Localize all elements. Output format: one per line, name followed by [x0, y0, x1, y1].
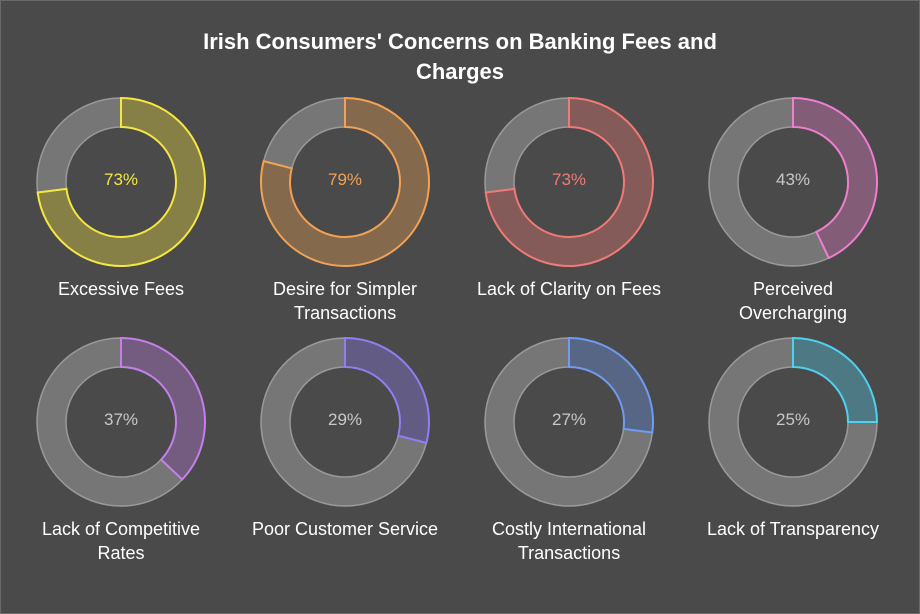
- donut-chart: [484, 96, 654, 267]
- donut-chart: [260, 96, 430, 267]
- donut-chart: [708, 336, 879, 507]
- percent-label: 79%: [327, 170, 363, 189]
- donut-value-arc: [568, 336, 654, 434]
- donut-tile: 73% Lack of Clarity on Fees: [457, 96, 681, 337]
- donut-tile: 29% Poor Customer Service: [233, 336, 457, 577]
- donut-track: [708, 337, 878, 507]
- percent-label: 73%: [551, 170, 587, 189]
- percent-label: 37%: [103, 410, 139, 429]
- chart-title: Irish Consumers' Concerns on Banking Fee…: [203, 29, 717, 84]
- donut-track: [484, 337, 654, 507]
- category-label: Lack of Transparency: [681, 517, 905, 541]
- donut-value-arc: [344, 336, 430, 445]
- donut-tile: 43% Perceived Overcharging: [681, 96, 905, 337]
- category-label-line: Desire for Simpler: [272, 279, 418, 299]
- category-label: Desire for Simpler Transactions: [233, 277, 457, 325]
- donut-value-arc: [792, 96, 878, 260]
- percent-label: 43%: [775, 170, 811, 189]
- percent-label: 73%: [103, 170, 139, 189]
- donut-value-arc: [120, 336, 206, 481]
- category-label-line: Rates: [97, 543, 145, 563]
- donut-value-arc: [484, 96, 654, 267]
- category-label: Poor Customer Service: [233, 517, 457, 541]
- percent-label: 29%: [327, 410, 363, 429]
- category-label-line: Poor Customer Service: [251, 519, 439, 539]
- percent-label: 25%: [775, 410, 811, 429]
- category-label: Excessive Fees: [9, 277, 233, 301]
- donut-value-arc: [36, 96, 206, 267]
- category-label-line: Transactions: [293, 303, 397, 323]
- donut-tile: 37% Lack of Competitive Rates: [9, 336, 233, 577]
- category-label-line: Lack of Competitive: [41, 519, 201, 539]
- donut-track: [708, 97, 830, 267]
- category-label: Lack of Competitive Rates: [9, 517, 233, 565]
- category-label: Perceived Overcharging: [681, 277, 905, 325]
- donut-chart: [36, 96, 206, 267]
- donut-chart: [484, 336, 654, 507]
- category-label-line: Lack of Transparency: [706, 519, 880, 539]
- donut-value-arc: [792, 336, 879, 423]
- percent-label: 27%: [551, 410, 587, 429]
- category-label: Costly International Transactions: [457, 517, 681, 565]
- donut-track: [262, 97, 346, 170]
- donut-value-arc: [260, 96, 430, 267]
- donut-chart: [36, 336, 206, 507]
- category-label: Lack of Clarity on Fees: [457, 277, 681, 301]
- category-label-line: Costly International: [491, 519, 647, 539]
- donut-tile: 25% Lack of Transparency: [681, 336, 905, 577]
- category-label-line: Transactions: [517, 543, 621, 563]
- category-label-line: Overcharging: [738, 303, 848, 323]
- donut-tile: 27% Costly International Transactions: [457, 336, 681, 577]
- category-label-line: Lack of Clarity on Fees: [476, 279, 662, 299]
- donut-track: [36, 337, 184, 507]
- donut-tile: 73% Excessive Fees: [9, 96, 233, 337]
- donut-chart: [260, 336, 430, 507]
- donut-chart: [708, 96, 878, 267]
- category-label-line: Excessive Fees: [57, 279, 185, 299]
- donut-track: [260, 337, 428, 507]
- donut-tile: 79% Desire for Simpler Transactions: [233, 96, 457, 337]
- category-label-line: Perceived: [752, 279, 834, 299]
